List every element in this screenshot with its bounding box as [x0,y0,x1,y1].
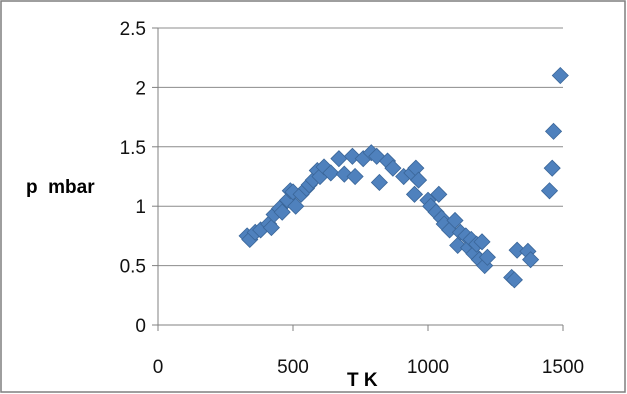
data-point [544,122,563,140]
data-point [473,233,491,251]
data-point [478,248,496,266]
data-point [522,251,540,269]
data-point [446,211,464,230]
data-point [551,66,569,85]
data-point [262,219,280,237]
data-point [346,167,364,186]
x-tick-label: 1500 [542,357,584,378]
x-tick-label: 1000 [407,357,449,378]
data-point [384,159,402,177]
data-point [409,171,428,189]
tick-labels: 0 0.5 1 1.5 2 2.5 0 500 1000 1500 [120,19,585,378]
data-points [238,66,569,289]
x-tick-label: 0 [153,357,164,378]
y-tick-label: 0.5 [120,257,146,278]
data-point [540,182,559,200]
x-axis-title: T K [347,370,378,391]
y-axis-title: p mbar [26,177,95,198]
y-tick-label: 0 [135,316,146,337]
x-tick-label: 500 [277,357,309,378]
data-point [322,164,340,182]
data-point [505,271,523,289]
gridlines [158,27,563,267]
y-tick-label: 2 [135,78,146,99]
y-tick-label: 1.5 [120,138,146,159]
data-point [405,185,424,203]
y-tick-label: 1 [135,197,146,218]
axes [152,27,564,331]
data-point [370,173,388,192]
data-point [273,203,291,221]
data-point [543,159,561,177]
y-tick-label: 2.5 [120,19,146,40]
data-point [430,185,448,203]
data-point [508,241,526,259]
data-point [287,197,305,215]
